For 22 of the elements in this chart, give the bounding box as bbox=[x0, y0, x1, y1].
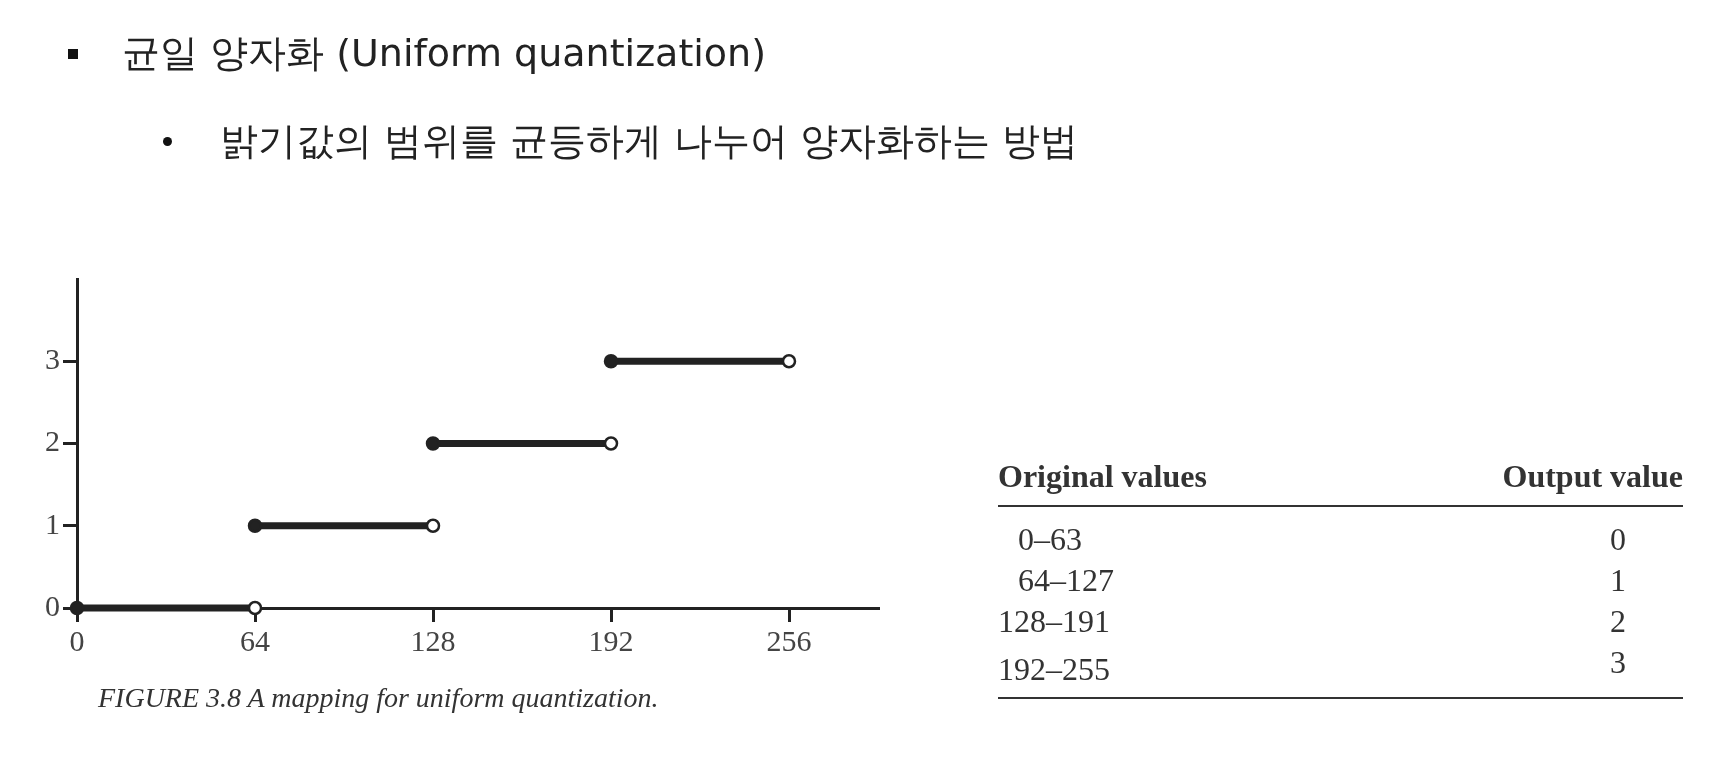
text: Original values bbox=[998, 457, 1208, 496]
x-tick-label: 256 bbox=[766, 623, 812, 657]
data-label: 3 bbox=[1609, 643, 1628, 682]
text: Output value bbox=[1501, 457, 1683, 496]
x-tick-label: 192 bbox=[588, 623, 634, 657]
category-label: 192–255 bbox=[998, 650, 1111, 689]
category-label: 128–191 bbox=[998, 602, 1111, 641]
data-label: 1 bbox=[1609, 561, 1628, 600]
data-label: 0 bbox=[1609, 520, 1628, 559]
x-tick-label: 128 bbox=[410, 623, 456, 657]
category-label: 64–127 bbox=[1017, 561, 1115, 600]
chart-title: 균일 양자화 (Uniform quantization) bbox=[122, 30, 766, 77]
x-tick-label: 64 bbox=[240, 623, 270, 657]
y-tick-label: 2 bbox=[45, 424, 60, 458]
y-tick-label: 0 bbox=[45, 588, 60, 622]
x-tick-label: 0 bbox=[69, 623, 85, 657]
caption: FIGURE 3.8 A mapping for uniform quantization. bbox=[98, 682, 660, 714]
chart-subtitle: 밝기값의 범위를 균등하게 나누어 양자화하는 방법 bbox=[220, 118, 1079, 165]
data-label: 2 bbox=[1609, 602, 1628, 641]
y-tick-label: 1 bbox=[45, 506, 60, 540]
category-label: 0–63 bbox=[1017, 520, 1083, 559]
y-tick-label: 3 bbox=[45, 342, 60, 376]
